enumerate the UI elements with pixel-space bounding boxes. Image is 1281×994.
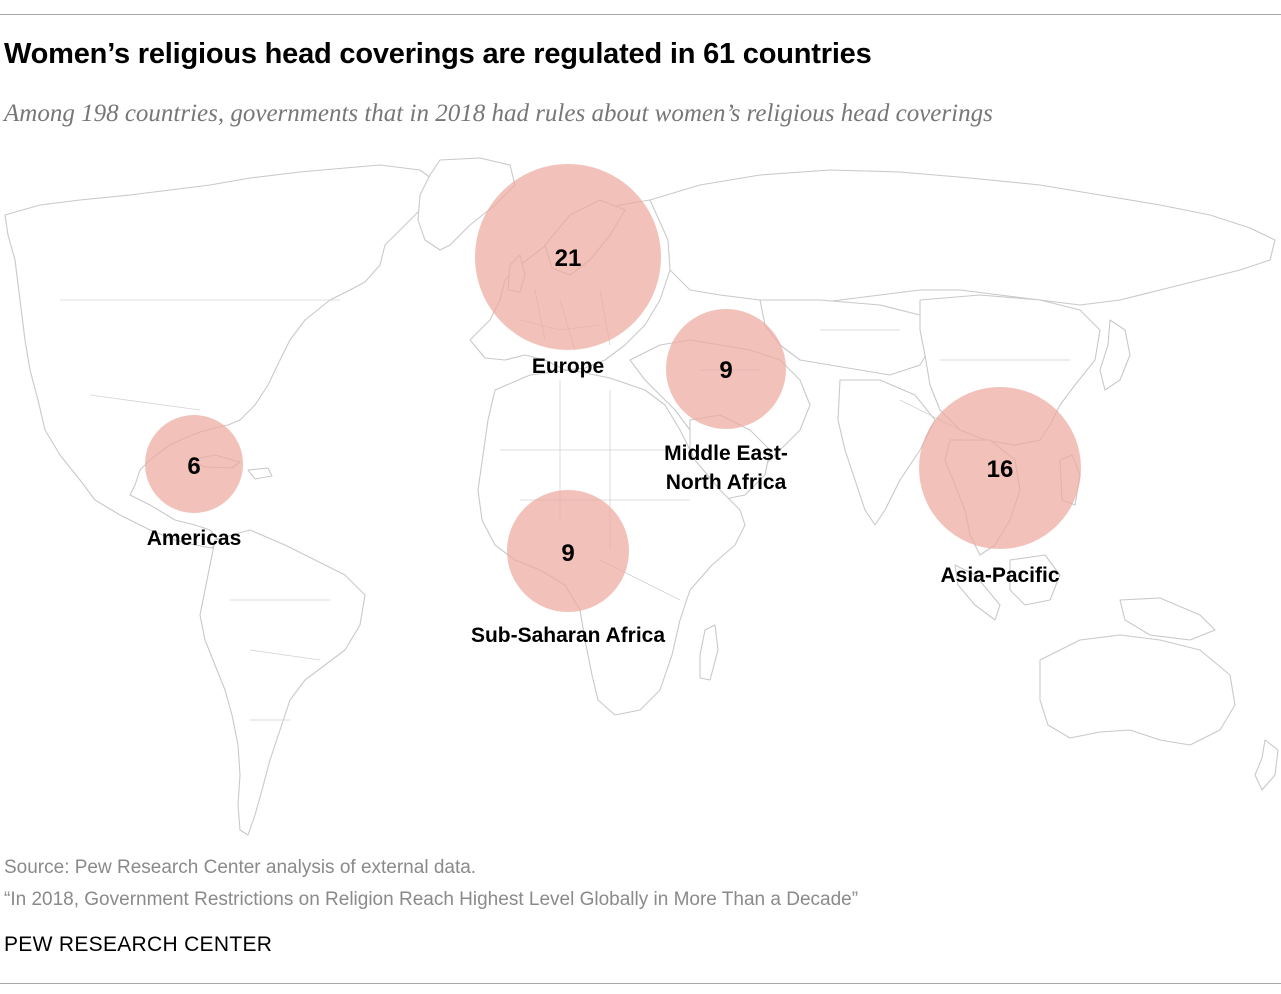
report-title: “In 2018, Government Restrictions on Rel… <box>4 889 859 910</box>
count-europe: 21 <box>555 245 582 272</box>
brand-name: PEW RESEARCH CENTER <box>4 933 273 956</box>
source-note: Source: Pew Research Center analysis of … <box>4 857 477 878</box>
us-mexico-border <box>89 394 201 411</box>
region-labels: Europe Middle East- North Africa America… <box>147 355 1060 647</box>
region-bubbles <box>145 164 1081 612</box>
count-asia-pacific: 16 <box>987 456 1014 483</box>
central-asia-outline <box>759 299 936 376</box>
greenland-outline <box>417 157 516 251</box>
sa-borders <box>230 599 330 721</box>
label-mena-line1: Middle East- <box>664 442 788 465</box>
top-rule <box>0 14 1281 15</box>
bubble-europe <box>475 164 661 350</box>
new-zealand-outline <box>1254 739 1279 791</box>
bubble-asia-pacific <box>919 387 1081 549</box>
africa-borders <box>500 380 690 601</box>
bubble-counts: 21 9 6 9 16 <box>187 245 1013 567</box>
bubble-sub-saharan-africa <box>507 490 629 612</box>
count-sub-saharan-africa: 9 <box>561 540 574 567</box>
label-sub-saharan-africa: Sub-Saharan Africa <box>471 624 665 647</box>
bottom-rule <box>0 983 1281 984</box>
borneo-outline <box>1009 554 1061 606</box>
australia-outline <box>1039 634 1236 746</box>
count-middle-east-north-africa: 9 <box>719 357 732 384</box>
madagascar-outline <box>699 624 719 681</box>
sumatra-outline <box>954 564 1001 621</box>
bubble-middle-east-north-africa <box>666 309 786 429</box>
japan-outline <box>1099 319 1131 391</box>
chart-subtitle: Among 198 countries, governments that in… <box>4 100 993 127</box>
label-europe: Europe <box>532 355 604 378</box>
russia-outline <box>649 169 1276 306</box>
label-americas: Americas <box>147 527 242 550</box>
world-map: 21 9 6 9 16 Europe Middle East- North Af… <box>4 157 1279 836</box>
south-america-outline <box>199 529 366 836</box>
chart-title: Women’s religious head coverings are reg… <box>4 38 872 70</box>
hispaniola-outline <box>247 467 273 480</box>
bubble-americas <box>145 415 243 513</box>
label-mena-line2: North Africa <box>666 471 787 494</box>
india-outline <box>837 379 936 526</box>
new-guinea-outline <box>1119 597 1216 641</box>
label-asia-pacific: Asia-Pacific <box>940 564 1059 587</box>
count-americas: 6 <box>187 453 200 480</box>
